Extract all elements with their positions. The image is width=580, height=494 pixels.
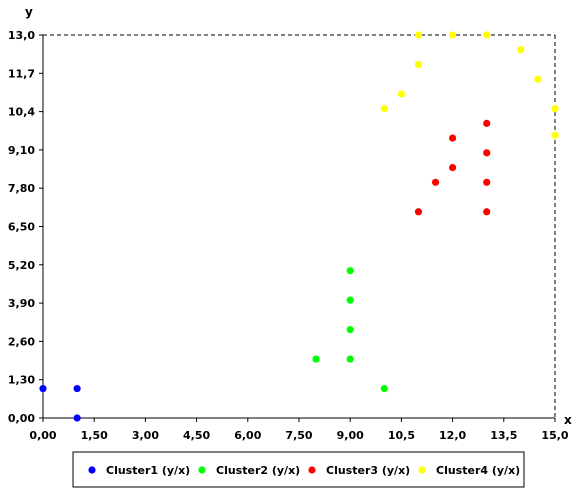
legend-box: [72, 451, 525, 488]
legend-label-cluster4: Cluster4 (y/x): [436, 464, 520, 477]
y-tick-label: 7,80: [8, 182, 35, 195]
y-tick-label: 1,30: [8, 374, 35, 387]
x-ticks: 0,00 1,50 3,00 4,50 6,00 7,50 9,00 10,5 12,0 13,5…: [29, 418, 569, 442]
y-tick-label: 3,90: [8, 297, 35, 310]
x-tick-label: 4,50: [183, 429, 210, 442]
cluster3-point: [483, 208, 491, 216]
x-tick-label: 0,00: [29, 429, 56, 442]
legend-marker-cluster1: [88, 466, 96, 474]
legend-marker-cluster3: [308, 466, 316, 474]
cluster2-point: [346, 355, 354, 363]
y-tick-label: 6,50: [8, 221, 35, 234]
x-tick-label: 9,00: [337, 429, 364, 442]
legend-label-cluster3: Cluster3 (y/x): [326, 464, 410, 477]
x-axis-title: x: [564, 413, 572, 427]
cluster3-point: [449, 163, 457, 172]
plot-frame: [42, 34, 556, 419]
cluster4-point: [414, 60, 423, 69]
x-tick-label: 10,5: [388, 429, 415, 442]
cluster4-point: [397, 90, 405, 98]
legend-label-cluster2: Cluster2 (y/x): [216, 464, 300, 477]
legend: Cluster1 (y/x) Cluster2 (y/x) Cluster3 (y/…: [72, 451, 525, 488]
cluster4-point: [534, 75, 542, 83]
x-tick-label: 13,5: [490, 429, 517, 442]
x-tick-label: 3,00: [132, 429, 159, 442]
legend-marker-cluster2: [198, 466, 206, 474]
x-tick-label: 6,00: [234, 429, 261, 442]
y-tick-label: 0,00: [8, 412, 35, 425]
cluster3-point: [414, 208, 423, 216]
y-axis-title: y: [25, 5, 33, 19]
cluster4-point: [517, 46, 525, 54]
cluster1-point: [39, 384, 47, 393]
y-tick-label: 10,4: [8, 106, 35, 119]
cluster3-point: [483, 149, 491, 157]
cluster4-point: [449, 31, 457, 39]
cluster1-point: [73, 414, 81, 422]
x-tick-label: 7,50: [285, 429, 312, 442]
legend-label-cluster1: Cluster1 (y/x): [106, 464, 190, 477]
y-ticks: 0,00 1,30 2,60 3,90 5,20 6,50 7,80 9,10 10,4 11,7…: [8, 29, 43, 425]
cluster2-point: [312, 355, 320, 363]
cluster3-point: [431, 178, 440, 186]
y-tick-label: 2,60: [8, 335, 35, 348]
cluster2-point: [346, 296, 354, 304]
cluster2-point: [346, 326, 354, 334]
cluster4-point: [380, 105, 388, 113]
x-tick-label: 15,0: [541, 429, 568, 442]
y-tick-label: 9,10: [8, 144, 35, 157]
y-tick-label: 13,0: [8, 29, 35, 42]
cluster3-point: [483, 119, 491, 127]
cluster2-point: [380, 384, 388, 393]
cluster3-point: [449, 134, 457, 142]
cluster1-point: [73, 384, 81, 393]
legend-items: Cluster1 (y/x) Cluster2 (y/x) Cluster3 (y/…: [88, 464, 520, 477]
cluster3-point: [483, 178, 491, 186]
cluster4-point: [483, 31, 491, 39]
cluster4-point: [414, 31, 423, 39]
y-tick-label: 5,20: [8, 259, 35, 272]
cluster2-point: [346, 267, 354, 275]
data-points: [39, 31, 559, 422]
y-tick-label: 11,7: [8, 67, 35, 80]
x-tick-label: 1,50: [81, 429, 108, 442]
cluster4-point: [551, 131, 559, 139]
x-tick-label: 12,0: [439, 429, 466, 442]
legend-marker-cluster4: [418, 466, 426, 474]
cluster4-point: [551, 105, 559, 113]
